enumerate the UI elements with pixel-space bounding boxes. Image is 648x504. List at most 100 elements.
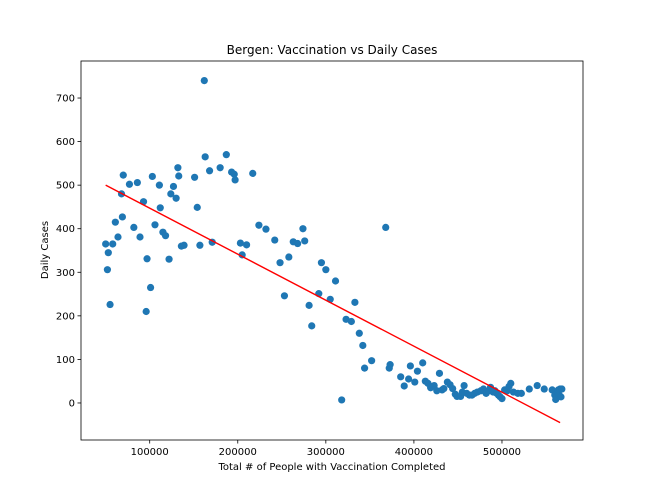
data-point-93 (449, 385, 457, 393)
data-point-98 (460, 381, 468, 390)
data-point-17 (146, 283, 155, 292)
y-tick-label: 0 (69, 398, 75, 409)
data-point-16 (143, 255, 151, 263)
data-point-25 (167, 190, 175, 198)
data-point-67 (347, 317, 355, 326)
data-point-118 (507, 379, 515, 387)
data-point-5 (111, 218, 119, 226)
data-point-69 (355, 329, 363, 337)
data-point-121 (517, 389, 525, 397)
data-point-1 (103, 266, 112, 274)
data-point-6 (114, 233, 122, 241)
x-tick-label: 500000 (483, 447, 521, 458)
data-point-53 (285, 253, 293, 261)
x-tick-label: 300000 (307, 447, 345, 458)
data-point-90 (440, 385, 448, 393)
data-point-51 (276, 259, 284, 267)
data-point-62 (322, 266, 330, 274)
data-point-78 (405, 375, 413, 383)
data-point-48 (255, 221, 263, 229)
data-point-9 (119, 171, 127, 179)
data-point-27 (172, 194, 180, 202)
points-layer (102, 77, 566, 404)
data-point-12 (133, 178, 141, 187)
data-point-40 (222, 151, 230, 159)
data-point-33 (193, 203, 201, 211)
data-point-88 (435, 369, 444, 377)
data-point-26 (169, 182, 178, 191)
data-point-61 (317, 259, 326, 267)
data-point-71 (360, 364, 369, 372)
data-point-57 (301, 237, 309, 245)
data-point-72 (368, 357, 376, 365)
data-point-42 (230, 170, 238, 178)
data-point-44 (236, 239, 245, 247)
data-point-134 (558, 385, 566, 393)
x-tick-label: 100000 (131, 447, 169, 458)
trend-line (105, 184, 561, 424)
y-axis-ticks: 0 100 200 300 400 500 600 700 (56, 94, 81, 409)
data-point-11 (130, 223, 138, 232)
data-point-21 (156, 204, 164, 212)
data-point-43 (231, 176, 239, 184)
data-point-13 (136, 233, 144, 241)
data-point-18 (148, 172, 156, 181)
data-point-52 (280, 292, 289, 300)
data-point-34 (196, 241, 204, 249)
y-tick-label: 400 (56, 224, 75, 235)
data-point-123 (533, 381, 541, 390)
y-tick-label: 700 (56, 94, 75, 105)
data-point-65 (338, 396, 346, 404)
data-point-47 (249, 169, 257, 177)
data-point-75 (386, 361, 394, 369)
data-point-36 (201, 153, 209, 161)
y-axis-label: Daily Cases (40, 221, 51, 279)
y-tick-label: 500 (56, 181, 75, 192)
x-tick-label: 200000 (219, 447, 257, 458)
data-point-29 (175, 172, 183, 180)
data-point-124 (540, 385, 548, 393)
plot-frame (80, 60, 584, 441)
data-point-58 (305, 301, 313, 309)
data-point-37 (205, 167, 214, 175)
data-point-82 (419, 359, 427, 367)
data-point-31 (180, 241, 188, 249)
data-point-35 (200, 77, 208, 85)
y-tick-label: 600 (56, 137, 75, 148)
data-point-8 (118, 213, 126, 221)
data-point-24 (165, 255, 173, 263)
data-point-59 (308, 322, 316, 330)
x-axis-ticks: 100000 200000 300000 400000 500000 (131, 440, 521, 458)
data-point-3 (106, 300, 114, 309)
data-point-32 (191, 173, 199, 181)
x-axis-label: Total # of People with Vaccination Compl… (217, 462, 445, 473)
data-point-68 (351, 298, 359, 306)
data-point-133 (557, 393, 565, 401)
data-point-79 (406, 362, 414, 370)
trend-layer (105, 184, 561, 424)
data-point-64 (331, 277, 340, 285)
y-tick-label: 300 (56, 268, 75, 279)
data-point-2 (104, 249, 112, 257)
data-point-39 (216, 164, 224, 172)
data-point-10 (125, 180, 134, 188)
y-tick-label: 200 (56, 311, 75, 322)
data-point-80 (411, 378, 419, 386)
data-point-81 (413, 367, 422, 375)
data-point-76 (397, 373, 405, 381)
data-point-55 (294, 239, 302, 248)
data-point-20 (155, 181, 163, 189)
y-tick-label: 100 (56, 355, 75, 366)
data-point-114 (498, 395, 506, 403)
x-tick-label: 400000 (395, 447, 433, 458)
data-point-87 (433, 387, 441, 395)
data-point-50 (271, 236, 279, 244)
data-point-15 (142, 307, 150, 316)
data-point-46 (242, 241, 251, 249)
chart-title: Bergen: Vaccination vs Daily Cases (227, 43, 438, 57)
data-point-28 (174, 164, 182, 172)
data-point-70 (359, 341, 367, 350)
data-point-122 (525, 385, 533, 393)
data-point-73 (382, 223, 390, 232)
data-point-19 (151, 221, 159, 229)
